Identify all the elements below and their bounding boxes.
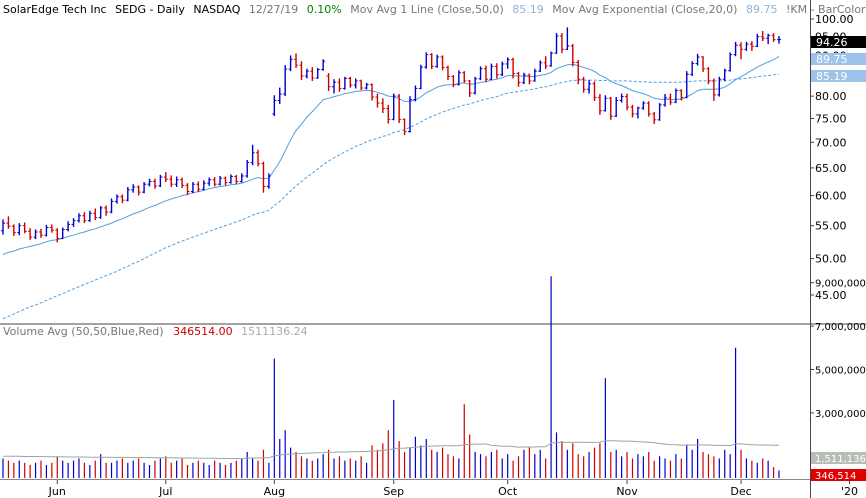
volume-avg-badge-text: 1,511,136: [815, 454, 866, 465]
time-axis: Jun Jul Aug Sep Oct Nov Dec '20: [48, 480, 858, 498]
price-tick-label: 100.00: [815, 13, 854, 26]
volume-label: Volume Avg (50,50,Blue,Red): [3, 325, 164, 338]
legend-line: SolarEdge Tech Inc SEDG - Daily NASDAQ 1…: [3, 3, 866, 16]
volume-avg-path: [3, 440, 779, 459]
exchange: NASDAQ: [193, 3, 240, 16]
volume-tick-label: 3,000,000: [815, 409, 866, 420]
sma-value: 85.19: [512, 3, 544, 16]
price-tick-label: 65.00: [815, 162, 847, 175]
change-pct: 0.10%: [307, 3, 342, 16]
volume-tick-label: 5,000,000: [815, 366, 866, 377]
ema-badge-text: 89.75: [816, 53, 848, 66]
ticker-interval: SEDG - Daily: [115, 3, 185, 16]
last-price-badge: 94.26: [811, 36, 866, 49]
ema-badge: 89.75: [811, 53, 866, 66]
price-tick-label: 45.00: [815, 289, 847, 302]
sma-label: Mov Avg 1 Line (Close,50,0): [350, 3, 504, 16]
time-tick-label: Nov: [616, 485, 638, 498]
price-tick-label: 55.00: [815, 220, 847, 233]
ema-20-line: [2, 55, 780, 255]
volume-last-badge: 346,514: [811, 469, 866, 482]
time-tick-label: '20: [841, 485, 858, 498]
ema-line-path: [2, 55, 780, 255]
barcolor-label: !KM - BarColor (blue,re: [786, 3, 866, 16]
sma-50-line: [2, 73, 780, 320]
volume-avg-value: 1511136.24: [241, 325, 307, 338]
time-tick-label: Oct: [498, 485, 518, 498]
date: 12/27/19: [249, 3, 298, 16]
price-tick-label: 50.00: [815, 253, 847, 266]
price-tick-label: 60.00: [815, 190, 847, 203]
ema-value: 89.75: [746, 3, 778, 16]
time-tick-label: Sep: [383, 485, 404, 498]
symbol-name: SolarEdge Tech Inc: [3, 3, 107, 16]
volume-last-badge-text: 346,514: [815, 471, 856, 482]
ema-label: Mov Avg Exponential (Close,20,0): [552, 3, 737, 16]
time-tick-label: Jul: [158, 485, 172, 498]
sma-badge-text: 85.19: [816, 70, 848, 83]
sma-line-path: [2, 73, 780, 320]
volume-tick-label: 9,000,000: [815, 279, 866, 290]
time-tick-label: Dec: [730, 485, 751, 498]
sma-badge: 85.19: [811, 70, 866, 83]
volume-avg-badge: 1,511,136: [811, 452, 866, 465]
time-tick-label: Aug: [264, 485, 285, 498]
volume-tick-label: 7,000,000: [815, 322, 866, 333]
price-bars: [1, 27, 781, 243]
price-tick-label: 80.00: [815, 90, 847, 103]
price-tick-label: 75.00: [815, 112, 847, 125]
volume-value: 346514.00: [173, 325, 233, 338]
volume-bars: [2, 276, 780, 478]
price-tick-label: 70.00: [815, 136, 847, 149]
last-price-text: 94.26: [816, 36, 848, 49]
volume-legend: Volume Avg (50,50,Blue,Red) 346514.00 15…: [3, 325, 308, 338]
volume-axis: 9,000,000 7,000,000 5,000,000 3,000,000: [810, 279, 866, 420]
time-tick-label: Jun: [48, 485, 66, 498]
volume-avg-line: [3, 440, 779, 459]
